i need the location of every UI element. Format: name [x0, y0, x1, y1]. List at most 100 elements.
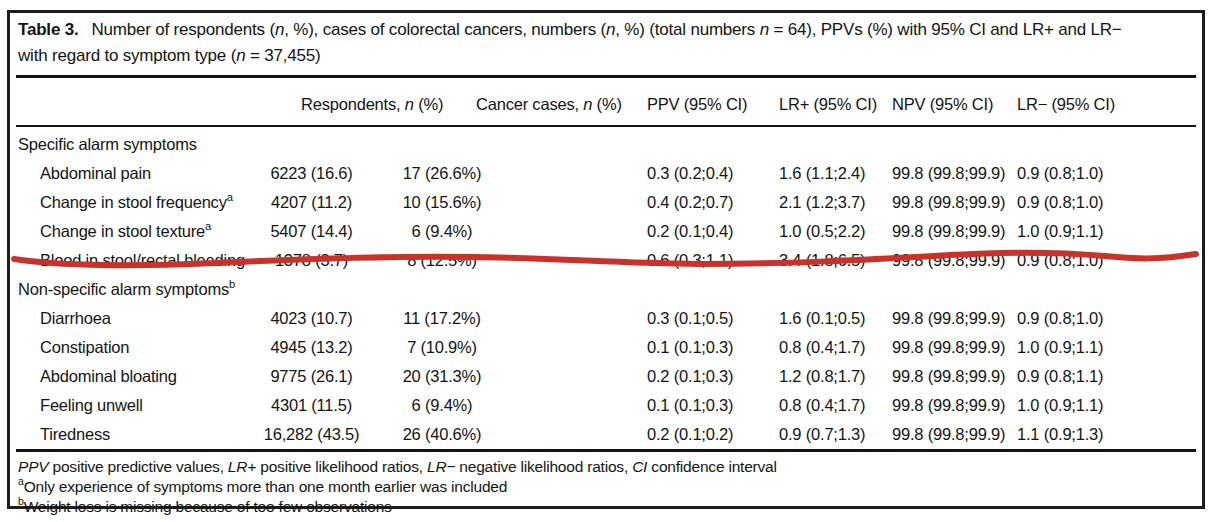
results-table: Respondents, n (%) Cancer cases, n (%) P… — [16, 75, 1196, 452]
lr-minus-cell — [1014, 275, 1196, 304]
lr-plus-cell: 3.4 (1.8;6.5) — [776, 246, 889, 275]
header-row: Respondents, n (%) Cancer cases, n (%) P… — [16, 77, 1196, 127]
lr-minus-cell: 0.9 (0.8;1.0) — [1014, 188, 1196, 217]
respondents-cell: 4023 (10.7) — [246, 304, 381, 333]
table-frame: Table 3.Number of respondents (n, %), ca… — [7, 10, 1205, 509]
npv-cell — [889, 275, 1014, 304]
symptom-cell: Change in stool frequencya — [16, 188, 246, 217]
footnotes: PPV positive predictive values, LR+ posi… — [16, 457, 1196, 517]
cancer-cases-cell: 10 (15.6%) — [381, 188, 531, 217]
ppv-cell: 0.1 (0.1;0.3) — [531, 391, 776, 420]
respondents-cell: 4207 (11.2) — [246, 188, 381, 217]
table-row: Constipation 4945 (13.2) 7 (10.9%) 0.1 (… — [16, 333, 1196, 362]
cancer-cases-cell: 8 (12.5%) — [381, 246, 531, 275]
respondents-cell: 4945 (13.2) — [246, 333, 381, 362]
footnote-a: aOnly experience of symptoms more than o… — [18, 477, 1196, 497]
lr-plus-cell: 0.8 (0.4;1.7) — [776, 333, 889, 362]
respondents-cell: 9775 (26.1) — [246, 362, 381, 391]
cancer-cases-cell: 20 (31.3%) — [381, 362, 531, 391]
lr-minus-cell: 0.9 (0.8;1.0) — [1014, 159, 1196, 188]
lr-plus-cell: 1.6 (0.1;0.5) — [776, 304, 889, 333]
col-header-respondents: Respondents, n (%) — [246, 77, 381, 127]
caption-line-1: Table 3.Number of respondents (n, %), ca… — [18, 17, 1194, 43]
ppv-cell — [531, 126, 776, 159]
table-row: Blood in stool/rectal bleeding 1378 (3.7… — [16, 246, 1196, 275]
table-row: Change in stool frequencya 4207 (11.2) 1… — [16, 188, 1196, 217]
table-row: Specific alarm symptoms — [16, 126, 1196, 159]
cancer-cases-cell — [381, 126, 531, 159]
footnote-b: bWeight loss is missing because of too f… — [18, 497, 1196, 517]
col-header-symptom — [16, 77, 246, 127]
symptom-cell: Diarrhoea — [16, 304, 246, 333]
npv-cell: 99.8 (99.8;99.9) — [889, 217, 1014, 246]
lr-plus-cell — [776, 126, 889, 159]
respondents-cell: 5407 (14.4) — [246, 217, 381, 246]
lr-minus-cell — [1014, 126, 1196, 159]
lr-plus-cell: 0.9 (0.7;1.3) — [776, 420, 889, 451]
cancer-cases-cell: 26 (40.6%) — [381, 420, 531, 451]
respondents-cell: 6223 (16.6) — [246, 159, 381, 188]
respondents-cell: 16,282 (43.5) — [246, 420, 381, 451]
cancer-cases-cell: 17 (26.6%) — [381, 159, 531, 188]
lr-plus-cell: 1.6 (1.1;2.4) — [776, 159, 889, 188]
cancer-cases-cell: 6 (9.4%) — [381, 391, 531, 420]
lr-minus-cell: 0.9 (0.8;1.1) — [1014, 362, 1196, 391]
col-header-npv: NPV (95% CI) — [889, 77, 1014, 127]
ppv-cell: 0.6 (0.3;1.1) — [531, 246, 776, 275]
npv-cell: 99.8 (99.8;99.9) — [889, 333, 1014, 362]
lr-minus-cell: 1.0 (0.9;1.1) — [1014, 217, 1196, 246]
table-row: Abdominal pain 6223 (16.6) 17 (26.6%) 0.… — [16, 159, 1196, 188]
table-row: Tiredness 16,282 (43.5) 26 (40.6%) 0.2 (… — [16, 420, 1196, 451]
symptom-cell: Tiredness — [16, 420, 246, 451]
npv-cell: 99.8 (99.8;99.9) — [889, 246, 1014, 275]
table-row: Abdominal bloating 9775 (26.1) 20 (31.3%… — [16, 362, 1196, 391]
cancer-cases-cell — [381, 275, 531, 304]
symptom-cell: Blood in stool/rectal bleeding — [16, 246, 246, 275]
lr-plus-cell: 2.1 (1.2;3.7) — [776, 188, 889, 217]
lr-plus-cell: 1.0 (0.5;2.2) — [776, 217, 889, 246]
table-row: Feeling unwell 4301 (11.5) 6 (9.4%) 0.1 … — [16, 391, 1196, 420]
col-header-lr-minus: LR− (95% CI) — [1014, 77, 1196, 127]
col-header-lr-plus: LR+ (95% CI) — [776, 77, 889, 127]
table-body: Specific alarm symptoms Abdominal pain 6… — [16, 126, 1196, 451]
table-row: Non-specific alarm symptomsb — [16, 275, 1196, 304]
table-row: Change in stool texturea 5407 (14.4) 6 (… — [16, 217, 1196, 246]
lr-minus-cell: 0.9 (0.8;1.0) — [1014, 246, 1196, 275]
table-row: Diarrhoea 4023 (10.7) 11 (17.2%) 0.3 (0.… — [16, 304, 1196, 333]
lr-minus-cell: 1.1 (0.9;1.3) — [1014, 420, 1196, 451]
cancer-cases-cell: 6 (9.4%) — [381, 217, 531, 246]
cancer-cases-cell: 7 (10.9%) — [381, 333, 531, 362]
respondents-cell — [246, 126, 381, 159]
npv-cell: 99.8 (99.8;99.9) — [889, 159, 1014, 188]
npv-cell: 99.8 (99.8;99.9) — [889, 420, 1014, 451]
ppv-cell — [531, 275, 776, 304]
ppv-cell: 0.2 (0.1;0.2) — [531, 420, 776, 451]
npv-cell: 99.8 (99.8;99.9) — [889, 304, 1014, 333]
npv-cell: 99.8 (99.8;99.9) — [889, 362, 1014, 391]
respondents-cell: 1378 (3.7) — [246, 246, 381, 275]
lr-plus-cell: 1.2 (0.8;1.7) — [776, 362, 889, 391]
lr-minus-cell: 1.0 (0.9;1.1) — [1014, 391, 1196, 420]
ppv-cell: 0.2 (0.1;0.4) — [531, 217, 776, 246]
ppv-cell: 0.1 (0.1;0.3) — [531, 333, 776, 362]
caption-line-2: with regard to symptom type (n = 37,455) — [18, 43, 1194, 69]
symptom-cell: Non-specific alarm symptomsb — [16, 275, 246, 304]
symptom-cell: Feeling unwell — [16, 391, 246, 420]
symptom-cell: Specific alarm symptoms — [16, 126, 246, 159]
cancer-cases-cell: 11 (17.2%) — [381, 304, 531, 333]
respondents-cell — [246, 275, 381, 304]
symptom-cell: Constipation — [16, 333, 246, 362]
symptom-cell: Change in stool texturea — [16, 217, 246, 246]
lr-plus-cell — [776, 275, 889, 304]
lr-minus-cell: 0.9 (0.8;1.0) — [1014, 304, 1196, 333]
ppv-cell: 0.4 (0.2;0.7) — [531, 188, 776, 217]
npv-cell: 99.8 (99.8;99.9) — [889, 391, 1014, 420]
table-caption: Table 3.Number of respondents (n, %), ca… — [18, 17, 1194, 69]
ppv-cell: 0.3 (0.1;0.5) — [531, 304, 776, 333]
npv-cell: 99.8 (99.8;99.9) — [889, 188, 1014, 217]
footnote-abbreviations: PPV positive predictive values, LR+ posi… — [18, 457, 1196, 477]
symptom-cell: Abdominal bloating — [16, 362, 246, 391]
ppv-cell: 0.2 (0.1;0.3) — [531, 362, 776, 391]
npv-cell — [889, 126, 1014, 159]
lr-plus-cell: 0.8 (0.4;1.7) — [776, 391, 889, 420]
